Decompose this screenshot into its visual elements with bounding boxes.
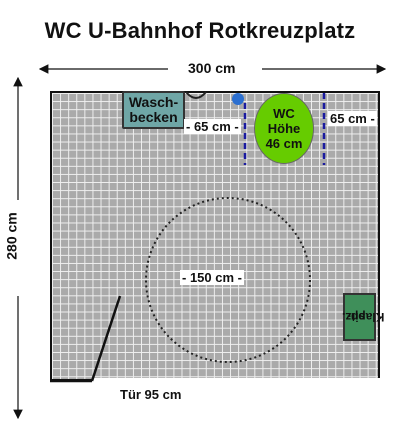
door-width-label: Tür 95 cm xyxy=(120,387,182,402)
turning-circle xyxy=(145,197,311,363)
toilet: WC Höhe 46 cm xyxy=(254,93,314,164)
folding-seat-label-line2: sitz. xyxy=(341,310,366,324)
flush-button xyxy=(232,93,244,105)
wc-label-line2: Höhe xyxy=(267,121,301,136)
wc-label-line3: 46 cm xyxy=(265,136,303,151)
folding-seat: Klapp- sitz. xyxy=(342,293,384,341)
width-label: 300 cm xyxy=(188,60,236,76)
sink-drain-arc xyxy=(185,91,207,99)
wc-label-line1: WC xyxy=(273,106,295,121)
sink-label-line2: becken xyxy=(129,109,178,125)
sink: Wasch- becken xyxy=(122,91,185,129)
wc-to-wall-distance: 65 cm - xyxy=(328,111,377,126)
door-leaf xyxy=(90,295,122,382)
sink-label-line1: Wasch- xyxy=(128,94,179,110)
turning-circle-label: - 150 cm - xyxy=(180,270,244,285)
sink-to-wc-distance: - 65 cm - xyxy=(184,119,241,134)
door-opening xyxy=(92,378,382,384)
plan-title: WC U-Bahnhof Rotkreuzplatz xyxy=(44,18,356,43)
room-floor xyxy=(50,91,380,381)
